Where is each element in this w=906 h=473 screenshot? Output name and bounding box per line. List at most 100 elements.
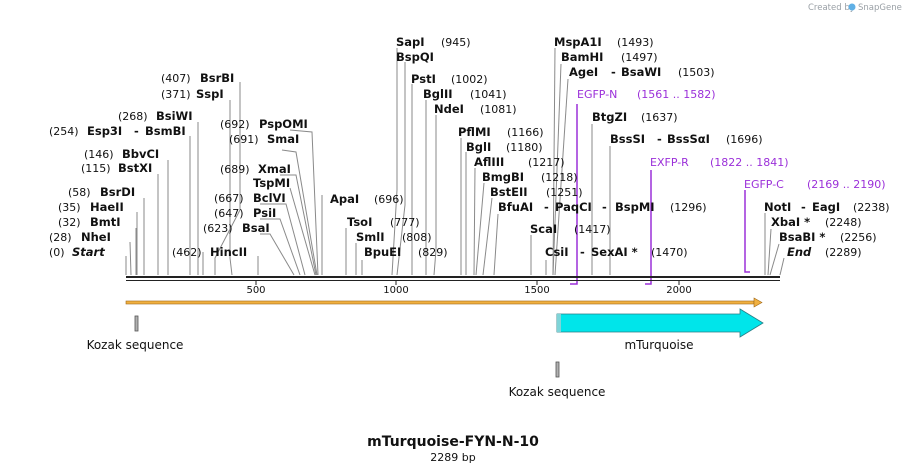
svg-text:BssSI-BssSαI(1696): BssSI - BssSαI (1696) <box>610 132 763 146</box>
primer-egfp-n-mark <box>570 104 578 285</box>
svg-text:SapI(945): SapI (945) <box>396 35 471 49</box>
site-pos: (667) <box>214 192 244 205</box>
site-pos: (945) <box>441 36 471 49</box>
mturquoise-feature <box>556 308 764 338</box>
site-name: AflIII <box>474 155 504 169</box>
site-pos: (115) <box>81 162 111 175</box>
svg-text:(623)BsaI: (623) BsaI <box>203 221 270 235</box>
site-name: BglI <box>466 140 491 154</box>
site-name: HincII <box>210 245 247 259</box>
svg-text:BglI(1180): BglI (1180) <box>466 140 543 154</box>
site-name: NotI <box>764 200 791 214</box>
site-pos: (1637) <box>641 111 678 124</box>
site-name-alt2: BspMI <box>615 200 655 214</box>
site-name: BstEII <box>490 185 528 199</box>
site-name: PstI <box>411 72 436 86</box>
site-name: BbvCI <box>122 147 159 161</box>
site-pos: (1251) <box>546 186 583 199</box>
primer-range: (1561 .. 1582) <box>637 88 716 101</box>
site-name: TsoI <box>347 215 372 229</box>
site-name: BglII <box>423 87 453 101</box>
site-pos: (1041) <box>470 88 507 101</box>
primers <box>570 104 750 285</box>
site-pos: (1081) <box>480 103 517 116</box>
site-pos: (808) <box>402 231 432 244</box>
site-name: HaeII <box>90 200 124 214</box>
backbone <box>126 276 780 285</box>
svg-text:BpuEI(829): BpuEI (829) <box>364 245 448 259</box>
svg-text:EGFP-N(1561 .. 1582): EGFP-N (1561 .. 1582) <box>577 88 716 101</box>
site-name: BsaBI * <box>779 230 825 244</box>
center-site-labels: SapI (945) BspQI PstI (1002) BglII (1041) N… <box>396 35 707 259</box>
svg-text:CsiI-SexAI *(1470): CsiI - SexAI * (1470) <box>545 245 688 259</box>
site-pos: (2238) <box>853 201 890 214</box>
svg-text:AflIII(1217): AflIII (1217) <box>474 155 565 169</box>
site-pos: (1470) <box>651 246 688 259</box>
credit-prefix: Created by <box>808 3 855 13</box>
snapgene-logo-icon <box>848 3 856 11</box>
svg-text:BsaBI *(2256): BsaBI * (2256) <box>779 230 877 244</box>
site-pos: (2248) <box>825 216 862 229</box>
svg-text:BmgBI(1218): BmgBI (1218) <box>482 170 578 184</box>
site-name-alt: BsmBI <box>145 124 186 138</box>
site-pos: (254) <box>49 125 79 138</box>
site-pos: (268) <box>118 110 148 123</box>
svg-text:(268)BsiWI: (268) BsiWI <box>118 109 193 123</box>
svg-text:(146)BbvCI: (146) BbvCI <box>84 147 159 161</box>
site-name: PspOMI <box>259 117 308 131</box>
svg-text:(28)NheI: (28) NheI <box>49 230 111 244</box>
right-site-labels: MspA1I (1493) BamHI (1497) AgeI - BsaWI (1503… <box>554 35 890 259</box>
site-pos: (692) <box>220 118 250 131</box>
svg-text:(689)XmaI: (689) XmaI <box>220 162 291 176</box>
left-site-labels: (407) BsrBI (371) SspI (268) BsiWI (254) Esp… <box>49 71 247 259</box>
site-pos: (689) <box>220 163 250 176</box>
primer-range: (1822 .. 1841) <box>710 156 789 169</box>
site-name: BstXI <box>118 161 152 175</box>
site-pos: (777) <box>390 216 420 229</box>
tick-1500: 1500 <box>524 285 549 296</box>
site-name: PflMI <box>458 125 491 139</box>
site-name: PsiI <box>253 206 276 220</box>
svg-text:SmlI(808): SmlI (808) <box>356 230 432 244</box>
svg-text:NotI-EagI(2238): NotI - EagI (2238) <box>764 200 890 214</box>
site-name: BsrBI <box>200 71 234 85</box>
site-name: AgeI <box>569 65 598 79</box>
svg-text:BamHI(1497): BamHI (1497) <box>561 50 658 64</box>
site-name: ScaI <box>530 222 557 236</box>
orf-arrow <box>125 297 763 308</box>
svg-text:BstEII(1251): BstEII (1251) <box>490 185 583 199</box>
site-pos: (1180) <box>506 141 543 154</box>
credit-brand: SnapGene <box>858 3 902 13</box>
site-pos: (1696) <box>726 133 763 146</box>
site-name: SapI <box>396 35 425 49</box>
primer-name: EXFP-R <box>650 156 689 169</box>
site-name: BssSI <box>610 132 645 146</box>
site-pos: (462) <box>172 246 202 259</box>
site-name: SmaI <box>267 132 299 146</box>
site-name: NheI <box>81 230 111 244</box>
site-pos: (2256) <box>840 231 877 244</box>
svg-text:(667)BclVI: (667) BclVI <box>214 191 286 205</box>
site-pos: (1503) <box>678 66 715 79</box>
site-name: BspQI <box>396 50 434 64</box>
site-name: XbaI * <box>771 215 810 229</box>
svg-text:PstI(1002): PstI (1002) <box>411 72 488 86</box>
site-name: Start <box>72 245 105 259</box>
site-name: BtgZI <box>592 110 627 124</box>
primer-name: EGFP-C <box>744 178 784 191</box>
site-pos: (1217) <box>528 156 565 169</box>
svg-text:NdeI(1081): NdeI (1081) <box>434 102 517 116</box>
svg-text:TspMI: TspMI <box>253 176 290 190</box>
site-pos: (1493) <box>617 36 654 49</box>
site-name: SmlI <box>356 230 385 244</box>
kozak-label-2: Kozak sequence <box>509 385 606 399</box>
site-pos: (1002) <box>451 73 488 86</box>
svg-text:(58)BsrDI: (58) BsrDI <box>68 185 135 199</box>
site-name-alt: BsaWI <box>621 65 661 79</box>
site-pos: (691) <box>229 133 259 146</box>
svg-text:(0)Start: (0) Start <box>49 245 105 259</box>
site-name: ApaI <box>330 192 359 206</box>
primer-name: EGFP-N <box>577 88 617 101</box>
svg-text:(691)SmaI: (691) SmaI <box>229 132 299 146</box>
site-pos: (647) <box>214 207 244 220</box>
